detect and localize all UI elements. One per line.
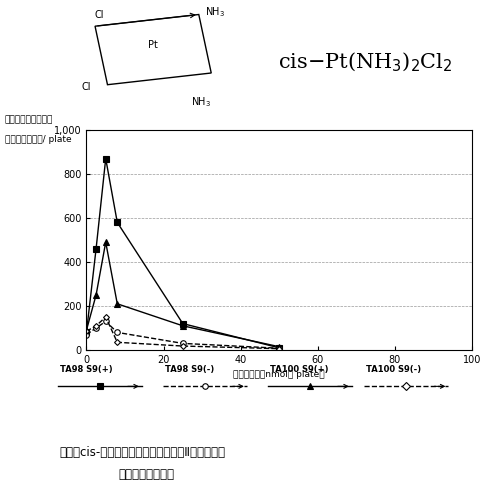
Text: cis$-$Pt(NH$_3$)$_2$Cl$_2$: cis$-$Pt(NH$_3$)$_2$Cl$_2$ [278,50,453,74]
Text: NH$_3$: NH$_3$ [191,96,211,110]
Text: TA100 S9(-): TA100 S9(-) [367,365,421,374]
Text: 自然変異を起こした: 自然変異を起こした [5,116,53,124]
Text: 図１　cis-ジクロロジアンミン白金（Ⅱ）の構造式: 図１ cis-ジクロロジアンミン白金（Ⅱ）の構造式 [59,446,225,459]
Text: NH$_3$: NH$_3$ [206,6,225,20]
Text: 菌のコロニー数/ plate: 菌のコロニー数/ plate [5,136,72,144]
X-axis label: 試料の濃度（nmol／ plate）: 試料の濃度（nmol／ plate） [233,370,325,380]
Text: Cl: Cl [82,82,91,92]
Text: Pt: Pt [148,40,158,50]
Text: Cl: Cl [94,10,104,20]
Text: TA98 S9(-): TA98 S9(-) [165,365,214,374]
Text: 及びその変異原性: 及びその変異原性 [119,468,174,481]
Text: TA98 S9(+): TA98 S9(+) [60,365,113,374]
Text: TA100 S9(+): TA100 S9(+) [270,365,329,374]
